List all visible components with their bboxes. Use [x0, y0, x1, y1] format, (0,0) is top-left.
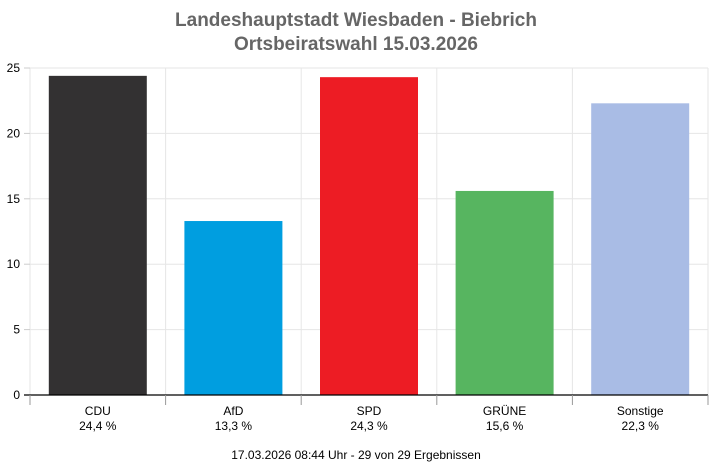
- result-status: 17.03.2026 08:44 Uhr - 29 von 29 Ergebni…: [231, 448, 481, 462]
- data-label: 24,4 %: [79, 419, 117, 433]
- x-tick-label: CDU: [85, 404, 111, 418]
- y-tick-label: 0: [13, 388, 20, 402]
- bars: [48, 75, 690, 396]
- bar-spd: [320, 77, 418, 395]
- x-tick-label: GRÜNE: [483, 404, 526, 418]
- bar-cdu: [48, 75, 147, 396]
- y-tick-label: 10: [7, 257, 21, 271]
- y-tick-label: 25: [7, 61, 21, 75]
- data-label: 24,3 %: [350, 419, 388, 433]
- x-tick-label: Sonstige: [617, 404, 664, 418]
- y-tick-label: 5: [13, 323, 20, 337]
- chart-subtitle: Ortsbeiratswahl 15.03.2026: [234, 34, 478, 55]
- x-tick-label: AfD: [223, 404, 243, 418]
- bar-sonstige: [591, 103, 690, 395]
- y-tick-label: 15: [7, 192, 21, 206]
- x-tick-label: SPD: [357, 404, 382, 418]
- chart-title: Landeshauptstadt Wiesbaden - Biebrich: [175, 10, 537, 31]
- y-axis-ticks: 0 5 10 15 20 25: [7, 61, 30, 402]
- x-axis: [24, 394, 709, 405]
- bar-afd: [184, 221, 283, 395]
- data-label: 22,3 %: [622, 419, 660, 433]
- bar-grüne: [455, 190, 554, 395]
- data-label: 13,3 %: [215, 419, 253, 433]
- data-label: 15,6 %: [486, 419, 524, 433]
- y-tick-label: 20: [7, 126, 21, 140]
